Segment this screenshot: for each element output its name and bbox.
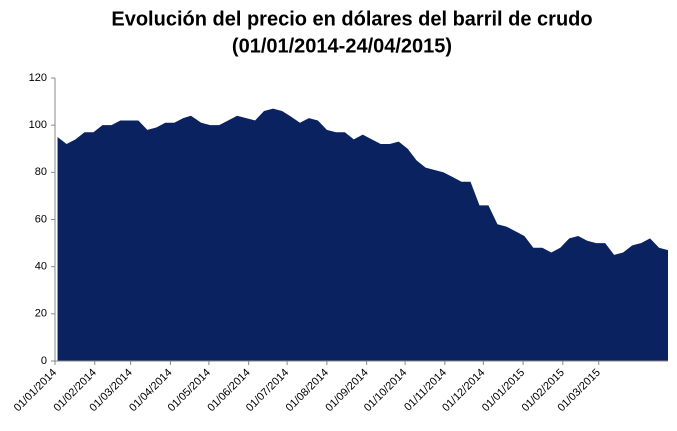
- y-tick-label: 60: [35, 213, 47, 225]
- y-tick-label: 0: [41, 355, 47, 367]
- chart-title: Evolución del precio en dólares del barr…: [111, 8, 592, 30]
- y-tick-label: 120: [29, 72, 47, 84]
- chart-title: (01/01/2014-24/04/2015): [232, 35, 452, 57]
- y-tick-label: 80: [35, 166, 47, 178]
- y-tick-label: 20: [35, 308, 47, 320]
- y-tick-label: 100: [29, 119, 47, 131]
- y-tick-label: 40: [35, 261, 47, 273]
- area: [57, 108, 668, 362]
